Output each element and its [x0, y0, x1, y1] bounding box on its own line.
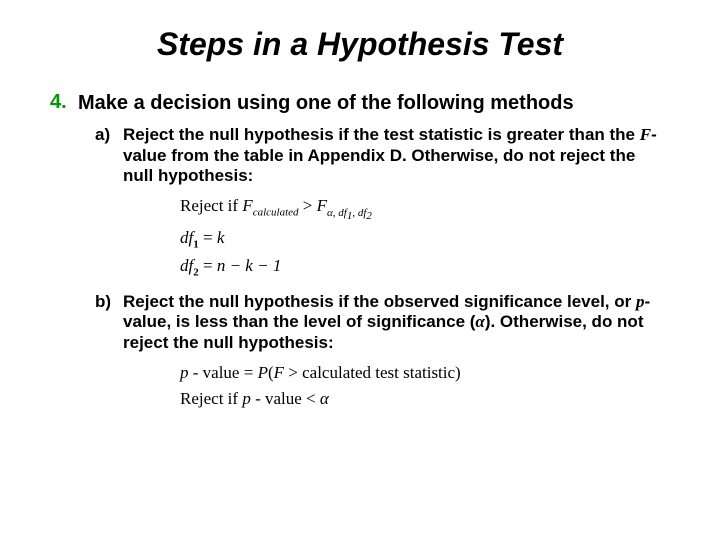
math-b-line2: Reject if p - value < α — [180, 386, 670, 412]
nk1: n − k − 1 — [217, 256, 282, 275]
eq1: = — [199, 228, 217, 247]
alpha-df: α, df — [327, 207, 347, 219]
math-a-line2: df1 = k — [180, 225, 670, 253]
step-text: Make a decision using one of the followi… — [78, 91, 574, 115]
eq2: = — [199, 256, 217, 275]
item-a-letter: a) — [95, 125, 123, 145]
val2: - value < — [251, 389, 320, 408]
step-number: 4. — [50, 91, 78, 114]
item-b-text: Reject the null hypothesis if the observ… — [123, 292, 670, 354]
p2: p — [242, 389, 251, 408]
math-b-line1: p - value = P(F > calculated test statis… — [180, 360, 670, 386]
math-a: Reject if Fcalculated > Fα, df1, df2 df1… — [180, 193, 670, 282]
calc-sub: calculated — [253, 207, 299, 219]
val1: - value = — [189, 363, 258, 382]
item-b: b) Reject the null hypothesis if the obs… — [95, 292, 670, 354]
item-a: a) Reject the null hypothesis if the tes… — [95, 125, 670, 187]
alpha2: α — [320, 389, 329, 408]
p1: p — [180, 363, 189, 382]
f-calc: F — [242, 196, 252, 215]
k: k — [217, 228, 225, 247]
df1: df — [180, 228, 193, 247]
reject2: Reject if — [180, 389, 242, 408]
P: P — [258, 363, 268, 382]
step-4: 4. Make a decision using one of the foll… — [50, 91, 670, 115]
math-a-line1: Reject if Fcalculated > Fα, df1, df2 — [180, 193, 670, 225]
f-alpha: F — [317, 196, 327, 215]
alpha-sub: α, df1, df2 — [327, 207, 372, 219]
item-a-f: F — [640, 125, 651, 144]
F: F — [274, 363, 284, 382]
reject-label: Reject if — [180, 196, 242, 215]
slide-content: Steps in a Hypothesis Test 4. Make a dec… — [0, 0, 720, 443]
item-a-text: Reject the null hypothesis if the test s… — [123, 125, 670, 187]
gt: > — [299, 196, 317, 215]
item-b-pre: Reject the null hypothesis if the observ… — [123, 292, 636, 311]
math-b: p - value = P(F > calculated test statis… — [180, 360, 670, 413]
gt2: > — [284, 363, 302, 382]
df2: df — [180, 256, 193, 275]
math-a-line3: df2 = n − k − 1 — [180, 253, 670, 281]
sub2: 2 — [366, 210, 372, 222]
item-b-alpha: α — [475, 312, 484, 331]
slide-title: Steps in a Hypothesis Test — [50, 26, 670, 63]
item-b-letter: b) — [95, 292, 123, 312]
rest: calculated test statistic) — [302, 363, 461, 382]
item-a-pre: Reject the null hypothesis if the test s… — [123, 125, 640, 144]
sub-comma: , df — [352, 207, 366, 219]
